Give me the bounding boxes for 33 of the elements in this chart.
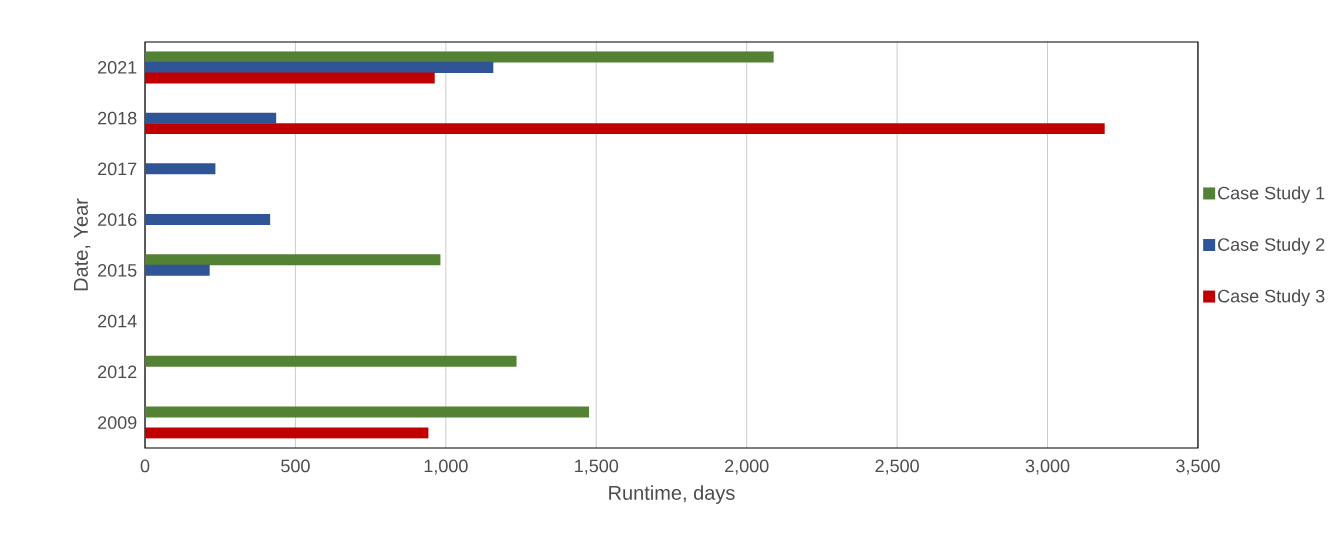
x-tick-label: 2,000 — [725, 459, 769, 475]
x-tick-label: 3,500 — [1176, 459, 1220, 475]
x-tick-label: 2,500 — [875, 459, 919, 475]
bar — [145, 123, 1105, 135]
bar — [145, 112, 277, 124]
x-tick-label: 3,000 — [1025, 459, 1070, 475]
bar — [145, 51, 774, 63]
bar — [145, 163, 216, 175]
y-tick-label: 2016 — [98, 213, 137, 226]
bar — [145, 264, 210, 276]
bar — [145, 355, 517, 367]
bar — [145, 427, 429, 439]
bar — [145, 406, 590, 418]
bar — [145, 254, 441, 266]
y-tick-label: 2012 — [98, 365, 137, 379]
y-tick-label: 2015 — [98, 263, 137, 277]
y-axis-title: Date, Year — [73, 198, 91, 291]
y-tick-label: 2018 — [98, 111, 137, 125]
bar — [145, 214, 271, 226]
x-tick-label: 1,500 — [575, 459, 619, 475]
bar — [145, 61, 494, 73]
x-tick-label: 0 — [140, 459, 150, 473]
legend-label: Case Study 2 — [1218, 237, 1325, 255]
x-axis-title: Runtime, days — [609, 485, 735, 504]
legend-label: Case Study 1 — [1218, 186, 1325, 203]
y-tick-label: 2014 — [98, 314, 137, 328]
legend-label: Case Study 3 — [1218, 289, 1325, 307]
bar — [145, 72, 435, 84]
y-tick-label: 2017 — [98, 162, 137, 176]
x-tick-label: 500 — [281, 459, 310, 473]
x-tick-label: 1,000 — [424, 459, 468, 475]
y-tick-label: 2009 — [98, 416, 137, 429]
y-tick-label: 2021 — [98, 60, 137, 74]
